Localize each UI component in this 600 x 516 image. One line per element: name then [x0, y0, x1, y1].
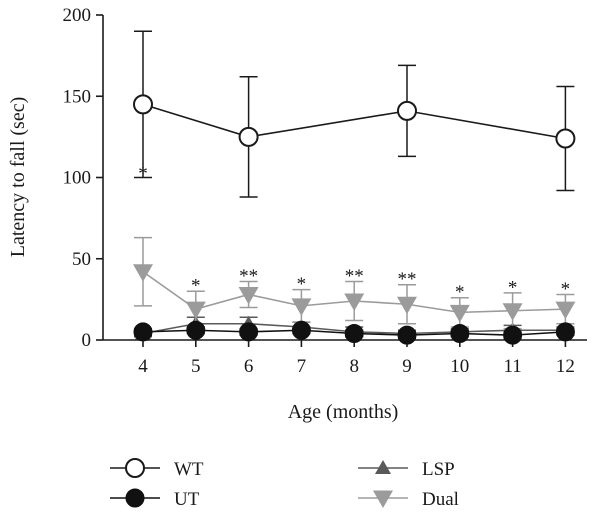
- y-tick-label: 0: [82, 330, 92, 351]
- data-point-dual: [238, 287, 259, 305]
- data-point-ut: [397, 325, 417, 345]
- data-point-wt: [238, 126, 259, 147]
- data-point-ut: [186, 320, 206, 340]
- legend-item-dual: Dual: [358, 489, 459, 510]
- y-axis-title: Latency to fall (sec): [7, 97, 29, 257]
- data-point-dual: [344, 293, 365, 311]
- series-layer: [133, 30, 576, 345]
- data-point-ut: [555, 322, 575, 342]
- data-point-wt: [133, 94, 153, 115]
- x-tick-label: 11: [503, 356, 521, 377]
- legend-label-dual: Dual: [422, 489, 459, 510]
- y-tick-label: 100: [63, 168, 92, 189]
- legend-label-ut: UT: [174, 489, 200, 510]
- legend: WT LSP Dual UT: [110, 458, 459, 510]
- legend-item-lsp: LSP: [358, 459, 455, 480]
- x-tick-label: 4: [138, 356, 148, 377]
- x-tick-label: 7: [297, 356, 307, 377]
- data-point-dual: [133, 264, 153, 282]
- data-point-ut: [291, 320, 311, 340]
- series-wt: [133, 30, 576, 198]
- data-point-dual: [555, 301, 576, 320]
- significance-marker: **: [239, 266, 258, 287]
- y-tick-label: 150: [63, 86, 92, 107]
- data-point-dual: [291, 298, 312, 316]
- legend-marker-lsp: [375, 460, 391, 474]
- x-tick-label: 9: [402, 356, 412, 377]
- significance-marker: **: [345, 266, 364, 287]
- x-axis-title: Age (months): [288, 401, 399, 423]
- data-point-wt: [397, 100, 417, 121]
- legend-item-wt: WT: [110, 458, 204, 480]
- series-dual: [133, 236, 576, 330]
- data-point-dual: [397, 296, 417, 315]
- data-point-dual: [185, 301, 206, 320]
- data-point-ut: [133, 322, 153, 342]
- data-point-dual: [449, 304, 470, 323]
- data-point-ut: [239, 322, 259, 342]
- data-point-ut: [503, 325, 523, 345]
- legend-item-ut: UT: [110, 488, 200, 510]
- significance-marker: *: [561, 279, 571, 300]
- x-tick-label: 6: [244, 356, 254, 377]
- x-tick-label: 12: [556, 356, 575, 377]
- data-point-dual: [502, 303, 523, 321]
- significance-marker: *: [191, 276, 201, 297]
- data-point-wt: [555, 128, 576, 149]
- data-point-ut: [344, 324, 364, 343]
- legend-label-lsp: LSP: [422, 459, 455, 480]
- significance-marker: **: [398, 269, 417, 290]
- axes: 0 50 100 150 200 4 5 6 7 8 9 10 11 12: [63, 5, 587, 377]
- data-point-ut: [450, 324, 470, 343]
- legend-marker-wt: [125, 458, 145, 478]
- legend-label-wt: WT: [174, 459, 204, 480]
- series-line-wt: [142, 103, 566, 140]
- series-ut: [133, 320, 575, 345]
- significance-marker: *: [297, 274, 307, 295]
- y-tick-label: 200: [63, 5, 92, 26]
- x-tick-label: 10: [450, 356, 469, 377]
- legend-marker-ut: [125, 488, 145, 508]
- x-tick-label: 8: [349, 356, 359, 377]
- significance-marker: *: [508, 277, 518, 298]
- significance-marker: *: [138, 164, 148, 185]
- significance-marker: *: [455, 282, 465, 303]
- annotation-layer: ** ** * ** *** * *: [138, 164, 570, 304]
- legend-marker-dual: [373, 490, 393, 508]
- x-tick-label: 5: [191, 356, 201, 377]
- y-tick-label: 50: [72, 249, 91, 270]
